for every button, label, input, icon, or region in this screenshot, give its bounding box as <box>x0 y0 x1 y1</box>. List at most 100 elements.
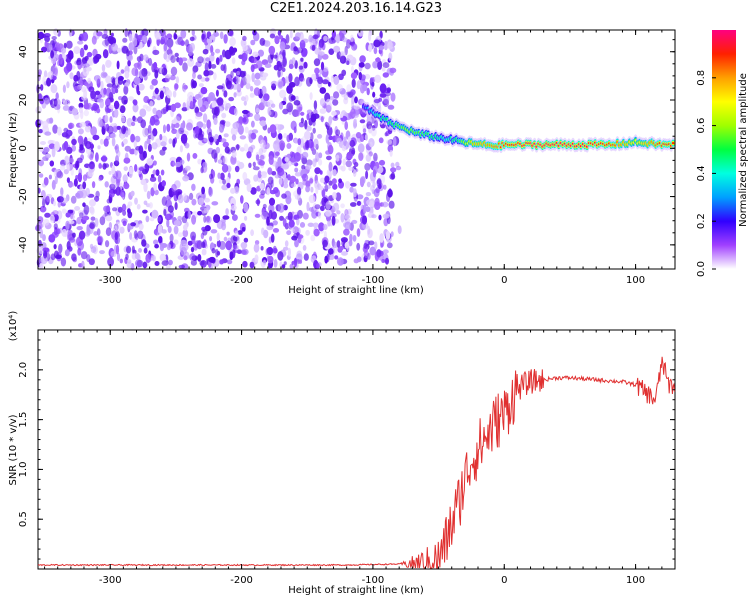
noise-blob <box>198 83 204 88</box>
noise-blob <box>259 120 267 127</box>
noise-blob <box>79 121 87 128</box>
noise-blob <box>100 156 108 162</box>
noise-blob <box>131 245 135 253</box>
noise-blob <box>327 248 334 255</box>
noise-blob <box>262 72 269 78</box>
noise-blob <box>250 39 256 46</box>
noise-blob <box>154 261 160 266</box>
noise-blob <box>302 245 307 251</box>
noise-blob <box>328 180 333 186</box>
noise-blob <box>157 224 163 234</box>
chart-title: C2E1.2024.203.16.14.G23 <box>269 1 443 16</box>
noise-blob <box>305 180 311 188</box>
noise-blob <box>310 234 316 242</box>
noise-blob <box>118 76 124 81</box>
noise-blob <box>283 183 289 189</box>
noise-blob <box>322 239 328 248</box>
noise-blob <box>87 77 91 84</box>
noise-blob <box>71 138 77 146</box>
noise-blob <box>359 119 366 124</box>
x-tick-label: -300 <box>99 575 122 586</box>
noise-blob <box>382 62 390 69</box>
noise-blob <box>317 76 323 85</box>
noise-blob <box>242 117 247 123</box>
noise-blob <box>171 128 178 134</box>
noise-blob <box>201 248 207 256</box>
noise-blob <box>219 240 226 250</box>
noise-blob <box>39 263 44 269</box>
noise-blob <box>277 30 282 36</box>
noise-blob <box>102 214 106 221</box>
noise-blob <box>75 160 79 171</box>
noise-blob <box>64 230 68 238</box>
noise-blob <box>124 28 129 38</box>
noise-blob <box>185 39 189 47</box>
noise-blob <box>386 87 391 93</box>
noise-blob <box>111 137 116 147</box>
noise-blob <box>108 104 115 110</box>
noise-blob <box>231 150 237 158</box>
noise-blob <box>235 75 240 85</box>
noise-blob <box>51 56 57 64</box>
noise-blob <box>105 98 111 108</box>
noise-blob <box>66 40 73 49</box>
noise-blob <box>133 100 138 106</box>
noise-blob <box>180 29 187 39</box>
noise-blob <box>202 123 207 129</box>
noise-blob <box>123 157 131 164</box>
colorbar-tick-label: 0.4 <box>696 165 707 181</box>
noise-blob <box>43 97 50 106</box>
noise-blob <box>96 78 101 88</box>
noise-blob <box>294 257 297 268</box>
noise-blob <box>294 172 302 177</box>
noise-blob <box>102 163 107 170</box>
noise-blob <box>364 62 371 70</box>
noise-blob <box>178 57 183 66</box>
noise-blob <box>263 40 271 47</box>
noise-blob <box>41 46 48 53</box>
noise-blob <box>52 210 59 216</box>
colorbar-tick-label: 0.2 <box>696 213 707 229</box>
noise-blob <box>327 220 331 227</box>
noise-blob <box>219 259 224 265</box>
noise-blob <box>279 89 287 99</box>
noise-blob <box>51 179 56 190</box>
noise-blob <box>273 54 278 59</box>
noise-blob <box>223 90 228 98</box>
noise-blob <box>277 167 285 177</box>
noise-blob <box>71 108 78 116</box>
noise-blob <box>206 215 211 223</box>
noise-blob <box>142 169 148 175</box>
noise-blob <box>240 195 244 204</box>
noise-blob <box>90 143 94 150</box>
noise-blob <box>223 236 228 242</box>
noise-blob <box>53 98 58 107</box>
noise-blob <box>180 126 184 131</box>
noise-blob <box>68 28 73 37</box>
noise-blob <box>384 132 388 137</box>
noise-blob <box>123 182 130 190</box>
noise-blob <box>225 102 231 109</box>
noise-blob <box>300 117 304 124</box>
noise-blob <box>328 135 334 140</box>
noise-blob <box>107 257 114 267</box>
noise-blob <box>230 70 234 79</box>
noise-blob <box>126 49 130 57</box>
noise-blob <box>297 186 302 196</box>
noise-blob <box>42 75 46 86</box>
noise-blob <box>333 91 340 99</box>
noise-blob <box>236 144 240 151</box>
noise-blob <box>257 170 262 179</box>
noise-blob <box>126 245 132 254</box>
noise-blob <box>314 180 320 190</box>
noise-blob <box>209 173 214 180</box>
noise-blob <box>362 84 368 92</box>
noise-blob <box>79 47 85 58</box>
noise-blob <box>278 102 284 110</box>
noise-blob <box>350 65 354 74</box>
noise-blob <box>306 109 313 114</box>
noise-blob <box>159 90 164 100</box>
noise-blob <box>381 259 386 263</box>
noise-blob <box>285 76 289 84</box>
noise-blob <box>241 52 248 62</box>
